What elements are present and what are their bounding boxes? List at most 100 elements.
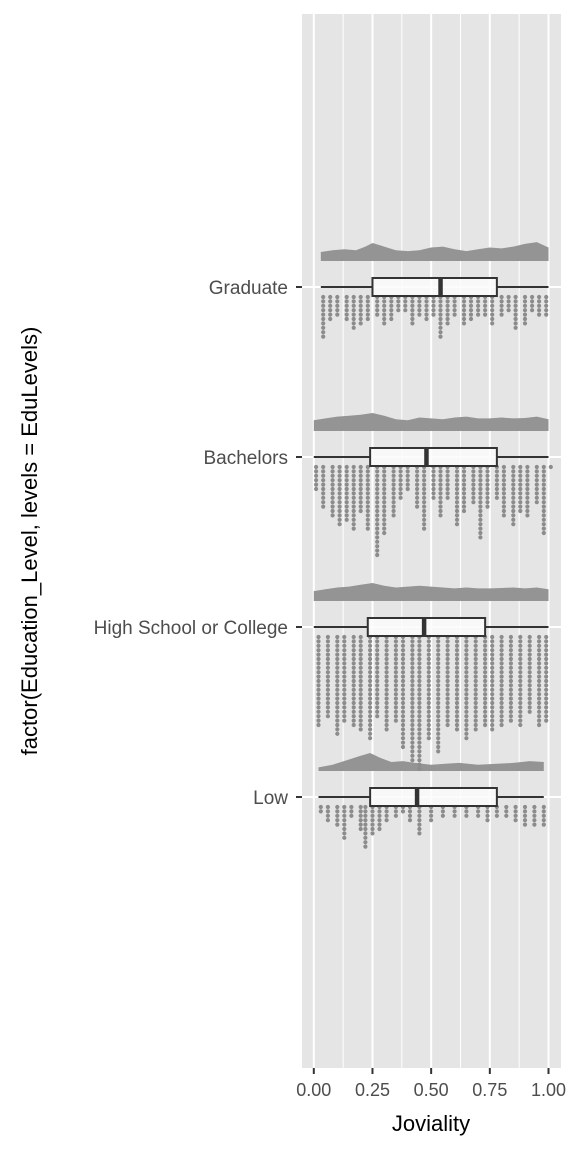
dot [426,674,431,679]
dot [513,809,518,814]
dot [471,486,476,492]
dot [417,714,422,719]
dot [426,639,431,644]
dot [351,683,356,688]
dot [393,709,398,714]
dot [473,643,478,648]
dot [483,665,488,670]
dot [494,491,499,496]
dot [417,312,422,317]
dot [330,491,335,496]
dot [407,813,413,818]
dot [468,312,474,317]
dot [321,482,326,487]
dot [454,678,460,684]
dot [325,687,330,692]
dot [375,478,380,483]
dot [400,692,406,697]
dot [375,705,380,710]
dot [518,678,523,684]
dot [358,648,363,653]
dot [544,714,549,719]
dot [544,687,549,692]
dot [436,740,441,745]
dot [375,696,380,701]
dot [400,705,406,710]
dot [490,670,495,675]
dot [382,504,387,509]
dot [316,678,321,684]
dot [544,709,549,714]
dot [351,661,356,666]
dot [490,722,495,728]
dot [417,753,422,758]
dot [351,325,356,330]
dot [398,482,403,487]
dot [410,705,415,710]
dot [342,804,347,810]
dot [506,303,511,308]
dot [525,464,530,470]
dot [422,486,427,492]
dot [544,678,549,684]
box-graduate [371,277,498,297]
dot [325,683,330,688]
dot [518,700,523,706]
dot [490,696,495,701]
dot [499,303,504,308]
dot [530,308,535,313]
dot [426,683,431,688]
dot [473,692,478,697]
dot [541,469,546,474]
dot [351,648,356,653]
dot [344,500,349,505]
dot [445,299,450,304]
dot [522,312,528,317]
dot [415,504,420,509]
dot [544,670,549,675]
dot [532,822,537,827]
dot [483,639,488,644]
dot [403,308,408,313]
dot [544,639,549,644]
dot [483,705,488,710]
dot [527,709,532,714]
dot [358,678,363,684]
dot [351,692,356,697]
dot [438,312,443,317]
dot [375,552,380,558]
dot [501,504,506,509]
dot [511,486,516,492]
dot [316,714,321,719]
dot [382,478,387,483]
dot [506,294,511,300]
dot [321,312,326,317]
dot [537,648,542,653]
dot [445,478,450,483]
dot [328,316,333,322]
dot [490,718,495,723]
dot [518,504,523,509]
dot [544,718,549,723]
dot [382,303,387,308]
dot [464,736,469,741]
dot [351,513,356,518]
dot [501,464,506,470]
dot [454,643,460,648]
dot [431,482,436,487]
dot [358,705,363,710]
dot [368,643,373,648]
dot [454,696,460,701]
dot [351,316,356,322]
dot [537,683,542,688]
dot [445,674,450,679]
dot [541,491,546,496]
dot [417,648,422,653]
dot [393,705,398,710]
dot [518,639,523,644]
dot [393,692,398,697]
dot [407,809,413,814]
dot [344,495,349,500]
x-tick-label: 0.25 [355,1080,390,1100]
dot [410,700,415,706]
